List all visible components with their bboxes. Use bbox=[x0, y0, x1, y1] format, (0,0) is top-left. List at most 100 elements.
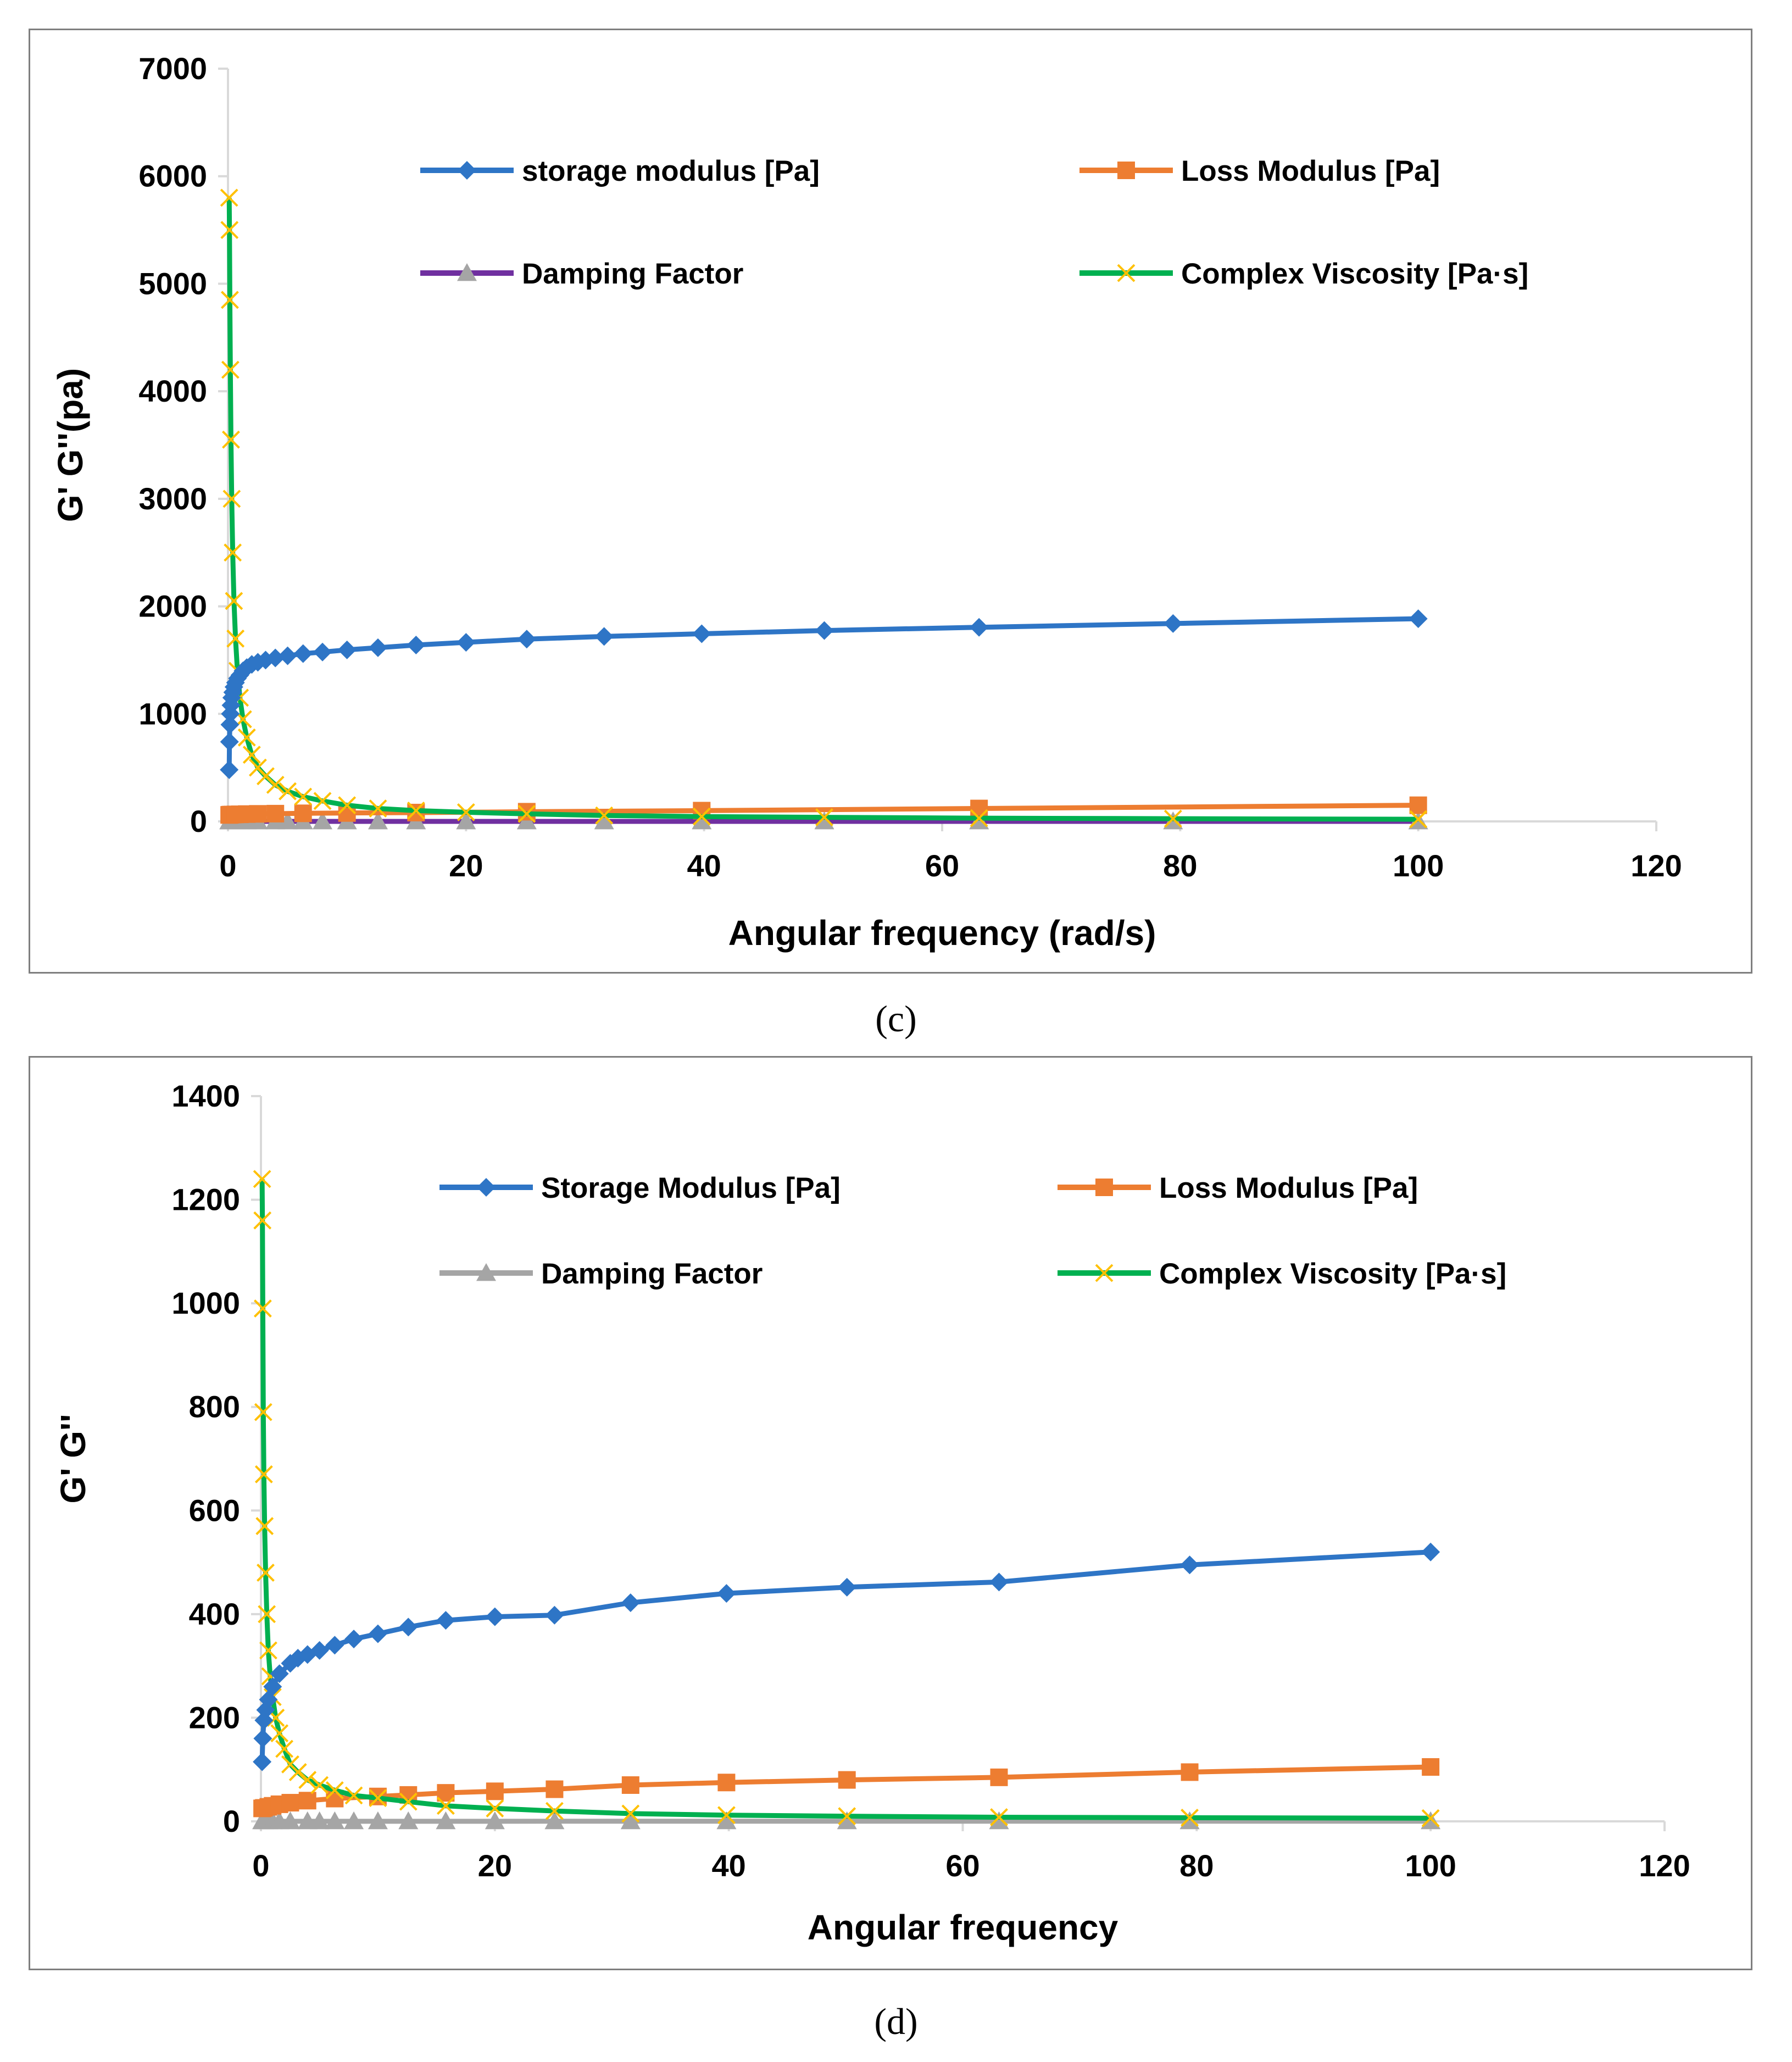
chart-c-series-3-point-stroke-b bbox=[595, 806, 614, 825]
chart-d-series-2-point bbox=[485, 1811, 505, 1830]
chart-d-series-3-point bbox=[344, 1786, 363, 1805]
chart-c-legend-label: Complex Viscosity [Pa·s] bbox=[1181, 258, 1528, 290]
chart-d-series-3-point-stroke-b bbox=[546, 1802, 564, 1820]
chart-d-series-2-point bbox=[309, 1811, 330, 1830]
chart-d-legend-label: Complex Viscosity [Pa·s] bbox=[1159, 1258, 1506, 1290]
chart-c-legend-entry-2: Damping Factor bbox=[420, 258, 743, 290]
chart-d-series-0-point bbox=[1421, 1542, 1440, 1561]
chart-c-series-3-point bbox=[407, 802, 425, 820]
chart-d-series-0-point bbox=[253, 1752, 272, 1771]
chart-c-series-3-point bbox=[224, 543, 242, 562]
chart-c-x-tick-label: 120 bbox=[1630, 848, 1682, 883]
chart-c-series-3-point bbox=[225, 592, 243, 610]
chart-c-series-3-point-stroke-b bbox=[237, 728, 256, 747]
chart-d-legend-entry-0: Storage Modulus [Pa] bbox=[439, 1172, 841, 1204]
chart-c-series-0-point bbox=[594, 627, 614, 646]
chart-d-series-1-point bbox=[838, 1771, 856, 1789]
chart-d-series-3-point bbox=[253, 1211, 272, 1230]
chart-d-legend-entry-3: Complex Viscosity [Pa·s] bbox=[1058, 1258, 1506, 1290]
chart-c-series-0-point bbox=[293, 644, 313, 663]
chart-c-series-0-point bbox=[1409, 609, 1428, 629]
chart-d-series-3-point bbox=[254, 1403, 272, 1421]
chart-c-series-3-point bbox=[220, 188, 238, 207]
chart-c-x-axis-title: Angular frequency (rad/s) bbox=[728, 913, 1156, 953]
chart-d-series-3-point bbox=[1181, 1808, 1199, 1827]
chart-c-series-3-point-stroke-b bbox=[226, 629, 245, 648]
chart-d-series-3-point-stroke-b bbox=[325, 1781, 344, 1799]
chart-c-series-3-point-stroke-b bbox=[338, 796, 357, 815]
chart-panel-d: 0 200 400 600 800 1000 1200 1400 0 20 40 60 80 100 120… bbox=[29, 1056, 1752, 1970]
chart-c-series-3-point-stroke-b bbox=[279, 782, 297, 801]
chart-d-series-3-point-stroke-b bbox=[399, 1792, 418, 1811]
chart-d-series-2-point bbox=[1179, 1811, 1200, 1830]
chart-d-series-3-point bbox=[253, 1299, 272, 1318]
chart-c-y-tick-label: 7000 bbox=[138, 51, 207, 86]
chart-d-series-1-point bbox=[298, 1792, 316, 1810]
chart-d-series-3-point bbox=[369, 1789, 387, 1807]
chart-d-series-1 bbox=[253, 1758, 1440, 1818]
chart-c-legend-marker bbox=[458, 161, 476, 180]
chart-d-series-3-point-stroke-b bbox=[344, 1786, 363, 1805]
chart-d-series-3-point bbox=[717, 1806, 736, 1825]
chart-d-series-2-point bbox=[280, 1811, 300, 1830]
chart-c-series-3-point bbox=[242, 746, 261, 764]
chart-d-y-tick-label: 1200 bbox=[171, 1182, 240, 1217]
chart-c-series-3-point-stroke-b bbox=[224, 543, 242, 562]
chart-d-series-1-point bbox=[1181, 1763, 1199, 1781]
chart-c-series-0-point bbox=[692, 624, 711, 643]
chart-c-x-tick-label: 80 bbox=[1163, 848, 1197, 883]
chart-c-series-3-point-stroke-b bbox=[225, 592, 243, 610]
chart-d-legend-entry-1: Loss Modulus [Pa] bbox=[1058, 1172, 1418, 1204]
chart-d-series-3-point-stroke-b bbox=[257, 1564, 275, 1582]
chart-d-y-tick-label: 1400 bbox=[171, 1079, 240, 1113]
chart-d-x-tick-label: 120 bbox=[1639, 1848, 1690, 1883]
chart-c-x-tick-label: 40 bbox=[687, 848, 721, 883]
chart-c-series-3-point-stroke-b bbox=[242, 746, 261, 764]
chart-c-series-3-line bbox=[226, 197, 1418, 822]
chart-c-series-3-point bbox=[222, 490, 241, 508]
chart-c-series-0-point bbox=[266, 648, 285, 668]
chart-c-series-3-point-stroke-b bbox=[220, 221, 239, 239]
chart-d-series-3-point-stroke-b bbox=[254, 1403, 272, 1421]
chart-d-x-tick-label: 100 bbox=[1405, 1848, 1456, 1883]
chart-d-x-tick-label: 40 bbox=[712, 1848, 746, 1883]
chart-d-series-2-point bbox=[544, 1811, 565, 1830]
chart-d-series-1-point bbox=[1422, 1758, 1440, 1776]
chart-d-x-axis-title: Angular frequency bbox=[808, 1908, 1118, 1947]
chart-d-series-3-point bbox=[288, 1763, 307, 1781]
chart-c-x-tick-label: 60 bbox=[925, 848, 959, 883]
chart-d-series-3-point-stroke-b bbox=[1421, 1809, 1440, 1827]
chart-d-svg: 0 200 400 600 800 1000 1200 1400 0 20 40 60 80 100 120… bbox=[53, 1079, 1690, 1947]
chart-c-y-tick-label: 6000 bbox=[138, 159, 207, 193]
chart-c-legend-marker bbox=[457, 263, 477, 281]
chart-c-legend-marker bbox=[1117, 264, 1136, 282]
chart-c-series-3-point-stroke-b bbox=[266, 776, 285, 794]
chart-d-series-1-point bbox=[621, 1776, 639, 1794]
chart-d-series-3-point bbox=[325, 1781, 344, 1799]
chart-d-x-tick-label: 60 bbox=[945, 1848, 980, 1883]
chart-d-series-3-point-stroke-b bbox=[259, 1641, 277, 1660]
chart-d-series-0-point bbox=[717, 1584, 736, 1603]
chart-d-y-tick-label: 600 bbox=[189, 1493, 240, 1527]
chart-d-series-3-point bbox=[990, 1808, 1008, 1826]
chart-d-series-3-point bbox=[255, 1517, 274, 1535]
chart-c-series-0 bbox=[220, 609, 1428, 780]
chart-d-series-0-point bbox=[253, 1729, 272, 1748]
chart-c-series-3-point-stroke-b bbox=[692, 807, 711, 826]
chart-d-series-2-point bbox=[436, 1811, 456, 1830]
chart-c-series-0-point bbox=[1164, 614, 1183, 633]
chart-d-y-tick-label: 400 bbox=[189, 1597, 240, 1631]
chart-c-series-1-point bbox=[1409, 796, 1427, 814]
chart-c-series-1-point bbox=[249, 805, 267, 823]
chart-d-x-tick-label: 20 bbox=[478, 1848, 512, 1883]
chart-c-series-0-point bbox=[517, 630, 536, 649]
chart-c-series-1-point bbox=[266, 804, 285, 822]
chart-c-series-3-point-stroke-b bbox=[221, 360, 240, 379]
chart-d-series-0-point bbox=[399, 1618, 418, 1637]
chart-d-series-2-point bbox=[837, 1811, 857, 1830]
chart-d-y-tick-label: 1000 bbox=[171, 1286, 240, 1320]
chart-c-series-3-point bbox=[815, 808, 833, 826]
chart-d-series-0-point bbox=[621, 1593, 640, 1613]
chart-c-series-3-point-stroke-b bbox=[257, 767, 275, 786]
chart-d-series-3-point-stroke-b bbox=[270, 1724, 289, 1743]
